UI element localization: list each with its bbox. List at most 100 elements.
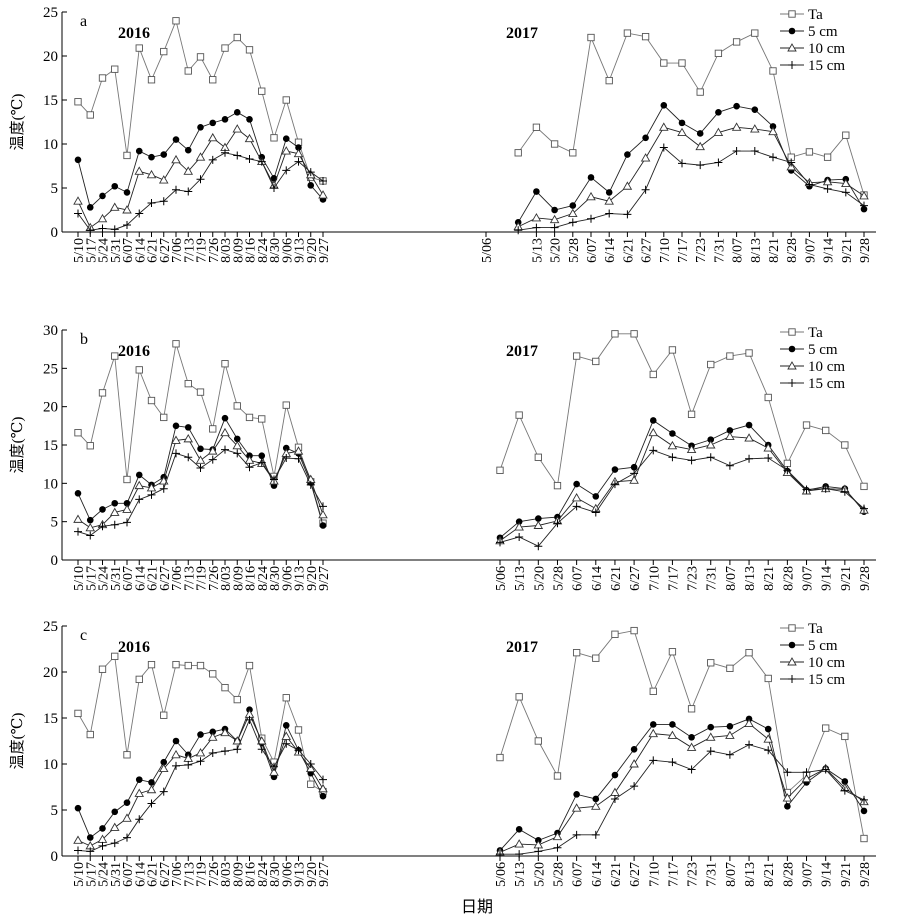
x-tick-label: 5/13 — [513, 862, 528, 887]
data-point — [630, 745, 638, 753]
data-point — [515, 693, 523, 701]
data-point — [282, 401, 290, 409]
data-point — [86, 730, 94, 739]
data-point — [147, 198, 156, 207]
x-tick-label: 6/21 — [609, 566, 624, 591]
data-point — [160, 758, 168, 766]
data-point — [623, 210, 632, 219]
x-tick-label: 8/13 — [749, 238, 764, 263]
x-tick-label: 7/31 — [705, 566, 720, 591]
data-point — [74, 209, 82, 218]
x-tick-label: 8/07 — [731, 238, 746, 263]
data-point — [587, 214, 595, 223]
data-point — [610, 787, 620, 796]
data-point — [591, 801, 601, 810]
data-point — [733, 102, 740, 110]
year-label: 2017 — [506, 25, 538, 42]
x-tick-label: 5/10 — [72, 238, 87, 263]
data-point — [293, 446, 304, 455]
data-point — [147, 490, 156, 499]
data-point — [147, 76, 156, 84]
data-point — [318, 190, 328, 199]
data-point — [706, 453, 715, 462]
data-point — [549, 214, 560, 224]
legend-label: Ta — [808, 325, 823, 341]
data-point — [306, 760, 315, 768]
x-tick-label: 6/07 — [121, 566, 136, 591]
data-point — [197, 123, 204, 131]
panel-letter: c — [80, 627, 87, 644]
x-tick-label: 8/21 — [762, 862, 777, 887]
legend-marker — [788, 641, 796, 649]
data-point — [109, 507, 120, 516]
series-line-5-cm — [499, 718, 865, 851]
legend-marker — [788, 624, 796, 632]
data-point — [648, 728, 659, 738]
y-tick-label: 0 — [51, 225, 59, 241]
x-tick-label: 8/13 — [743, 862, 758, 887]
data-point — [135, 495, 144, 504]
data-point — [534, 542, 543, 551]
data-point — [172, 136, 180, 143]
data-point — [86, 516, 94, 524]
legend-label: 5 cm — [808, 638, 838, 654]
x-tick-label: 6/21 — [146, 862, 161, 887]
data-point — [586, 191, 596, 201]
data-point — [74, 804, 82, 812]
data-point — [687, 705, 696, 713]
x-tick-label: 5/06 — [494, 566, 509, 591]
data-point — [822, 176, 833, 186]
y-tick-label: 25 — [43, 361, 58, 377]
x-tick-label: 7/17 — [666, 566, 681, 591]
x-tick-label: 7/23 — [686, 566, 701, 591]
data-point — [122, 205, 132, 214]
data-point — [592, 493, 600, 500]
x-tick-label: 9/21 — [840, 238, 855, 263]
data-point — [515, 850, 524, 859]
data-point — [649, 446, 658, 455]
data-point — [281, 731, 292, 740]
data-point — [282, 135, 290, 143]
data-point — [842, 131, 850, 139]
x-tick-label: 6/07 — [571, 862, 586, 887]
data-point — [245, 715, 254, 724]
data-point — [135, 44, 143, 52]
data-point — [220, 727, 230, 737]
data-point — [677, 127, 687, 137]
data-point — [823, 153, 832, 161]
series-line-ta — [499, 333, 865, 487]
data-point — [307, 182, 315, 189]
x-tick-label: 8/07 — [724, 862, 739, 887]
x-tick-label: 8/30 — [268, 238, 283, 263]
data-point — [687, 765, 696, 774]
data-point — [532, 223, 541, 232]
x-tick-label: 8/30 — [268, 862, 283, 887]
x-tick-label: 5/17 — [84, 862, 99, 887]
x-tick-label: 7/26 — [207, 238, 222, 263]
x-tick-label: 8/03 — [219, 862, 234, 887]
x-tick-label: 7/26 — [207, 566, 222, 591]
data-point — [534, 737, 542, 745]
x-tick-label: 7/23 — [686, 862, 701, 887]
legend-marker — [788, 27, 796, 35]
data-point — [159, 484, 168, 493]
x-tick-label: 5/10 — [72, 862, 87, 887]
x-tick-label: 8/03 — [219, 566, 234, 591]
y-tick-label: 10 — [43, 757, 58, 773]
data-point — [282, 166, 291, 175]
x-tick-label: 6/27 — [640, 238, 655, 263]
data-point — [147, 396, 156, 405]
x-tick-label: 8/28 — [785, 238, 800, 263]
data-point — [111, 808, 119, 816]
data-point — [319, 502, 327, 511]
data-point — [184, 146, 192, 154]
y-tick-label: 0 — [51, 849, 59, 865]
data-point — [160, 47, 168, 56]
data-point — [592, 654, 600, 662]
data-point — [783, 459, 792, 468]
x-tick-label: 9/14 — [822, 238, 837, 263]
data-point — [623, 29, 632, 37]
legend-label: Ta — [808, 621, 823, 637]
x-tick-label: 6/27 — [628, 566, 643, 591]
year-label: 2017 — [506, 343, 538, 360]
